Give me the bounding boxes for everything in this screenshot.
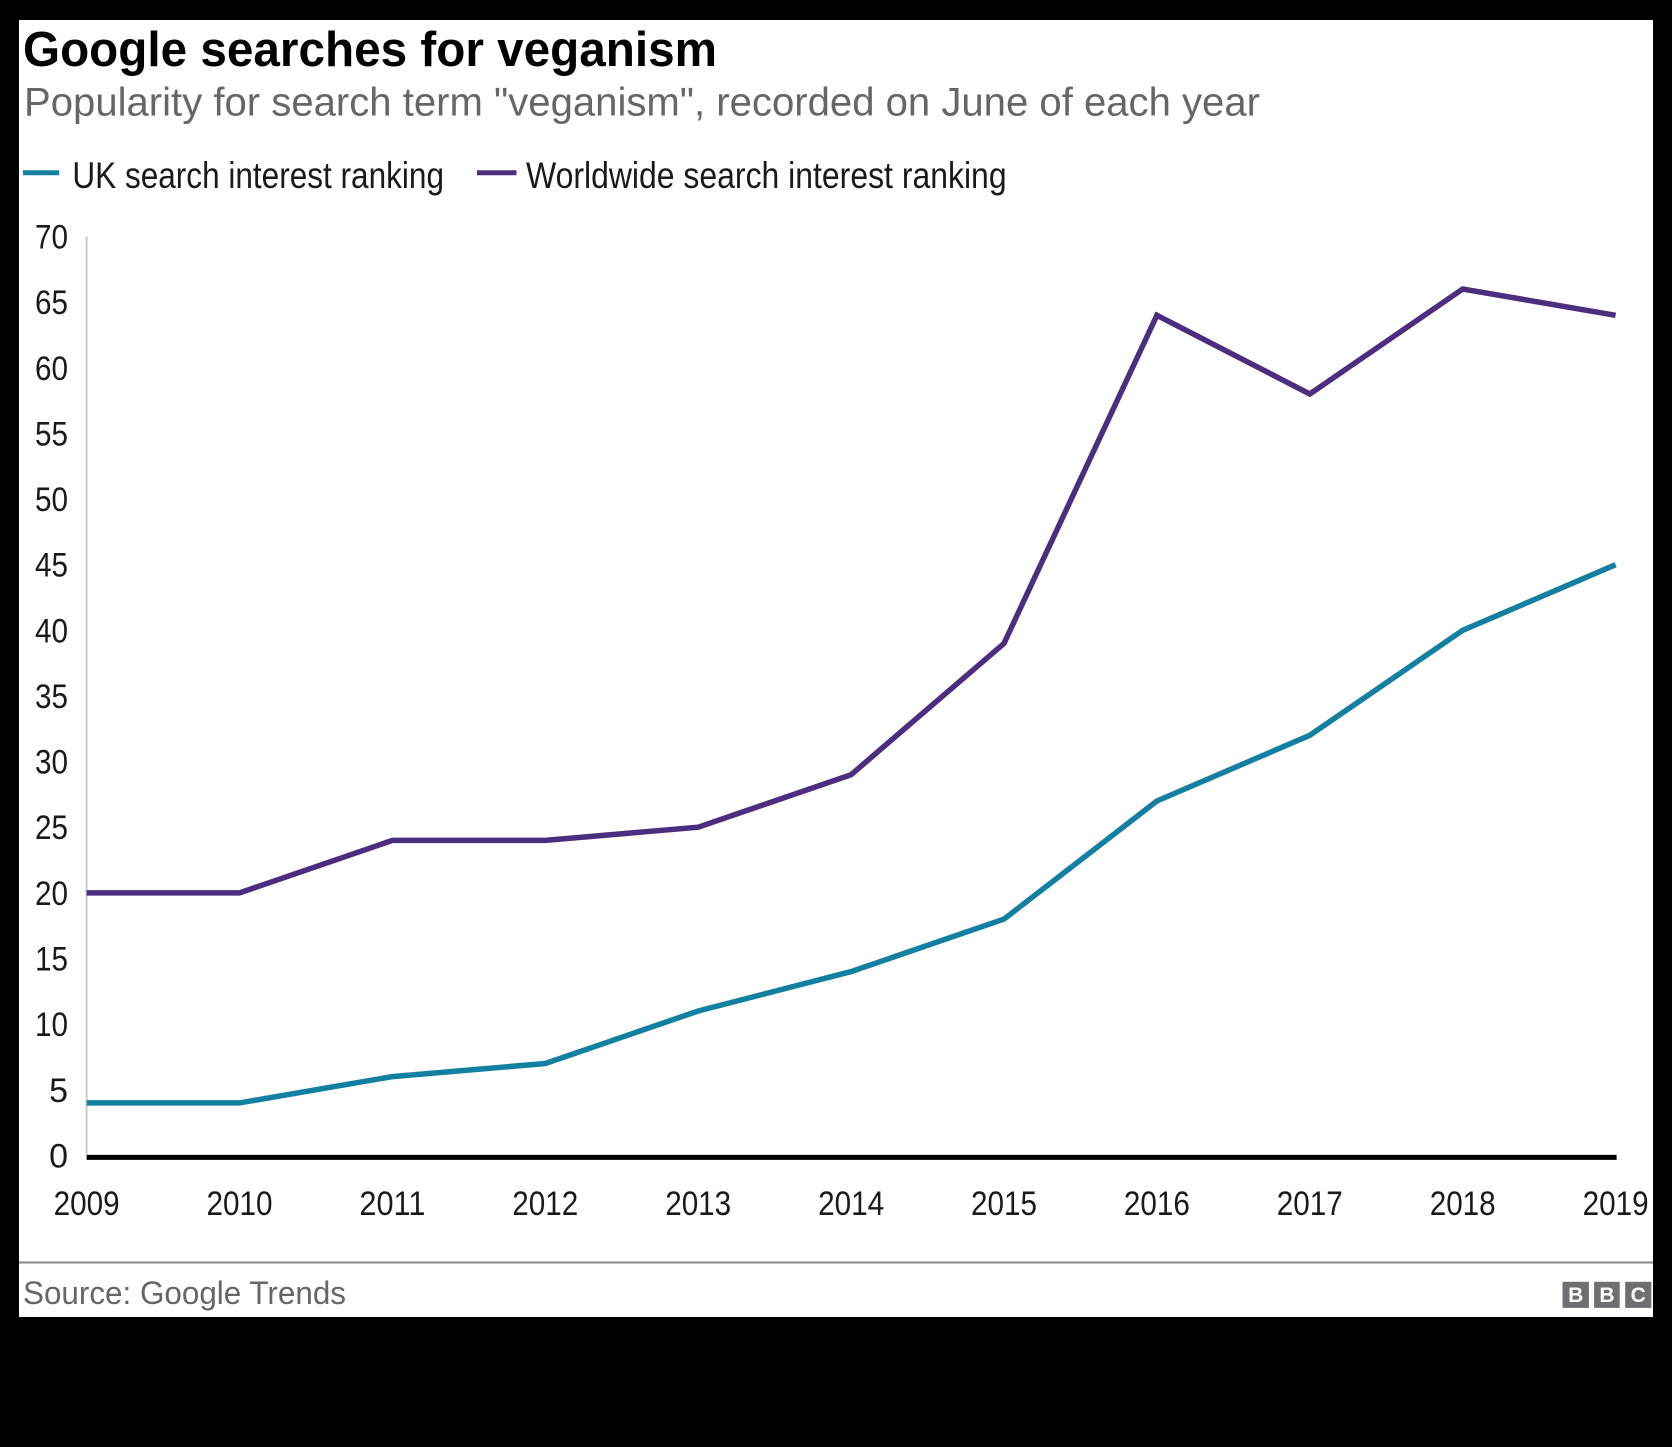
svg-text:2019: 2019 <box>1583 1185 1649 1223</box>
svg-text:35: 35 <box>35 678 68 716</box>
svg-text:2013: 2013 <box>665 1185 731 1223</box>
svg-text:2016: 2016 <box>1124 1185 1190 1223</box>
svg-text:2009: 2009 <box>54 1185 120 1223</box>
svg-text:2010: 2010 <box>207 1185 273 1223</box>
svg-text:0: 0 <box>49 1137 68 1175</box>
svg-text:45: 45 <box>35 547 68 585</box>
svg-text:20: 20 <box>35 875 68 913</box>
svg-text:25: 25 <box>35 809 68 847</box>
svg-text:2012: 2012 <box>512 1185 578 1223</box>
svg-text:Worldwide search interest rank: Worldwide search interest ranking <box>526 155 1007 196</box>
svg-text:Google searches for veganism: Google searches for veganism <box>23 23 717 77</box>
svg-text:2017: 2017 <box>1277 1185 1343 1223</box>
svg-text:15: 15 <box>35 941 68 979</box>
svg-text:50: 50 <box>35 481 68 519</box>
svg-text:60: 60 <box>35 350 68 388</box>
svg-text:65: 65 <box>35 284 68 322</box>
svg-text:5: 5 <box>49 1072 68 1110</box>
svg-text:Source: Google Trends: Source: Google Trends <box>23 1275 346 1311</box>
svg-text:B: B <box>1599 1284 1614 1307</box>
svg-text:UK search interest ranking: UK search interest ranking <box>72 155 444 196</box>
svg-text:30: 30 <box>35 744 68 782</box>
svg-text:40: 40 <box>35 612 68 650</box>
svg-text:B: B <box>1568 1284 1583 1307</box>
svg-text:55: 55 <box>35 415 68 453</box>
svg-text:2014: 2014 <box>818 1185 884 1223</box>
svg-text:2011: 2011 <box>359 1185 425 1223</box>
svg-text:70: 70 <box>35 219 68 257</box>
svg-text:2015: 2015 <box>971 1185 1037 1223</box>
svg-text:10: 10 <box>35 1006 68 1044</box>
svg-text:Popularity for search term "ve: Popularity for search term "veganism", r… <box>24 81 1260 125</box>
svg-text:2018: 2018 <box>1430 1185 1496 1223</box>
svg-text:C: C <box>1631 1284 1646 1307</box>
